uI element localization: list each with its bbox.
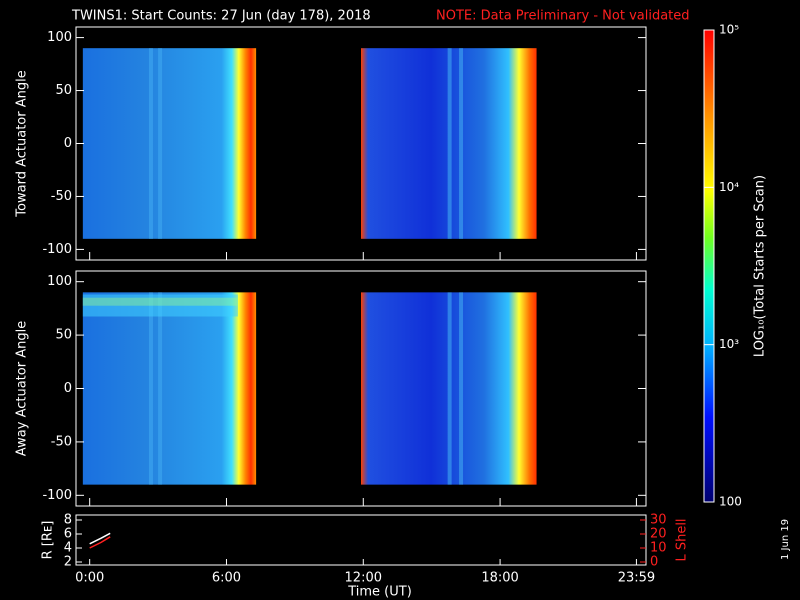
spectrogram-stripe xyxy=(158,48,163,239)
spectrogram-stripe xyxy=(459,292,464,485)
y-tick-label: 4 xyxy=(64,541,72,556)
colorbar xyxy=(703,29,715,503)
y-axis-label: R [Rᴇ] xyxy=(41,521,56,560)
x-tick-label: 23:59 xyxy=(618,571,655,586)
spectrogram-band xyxy=(82,294,238,317)
y-tick-label: 8 xyxy=(64,513,72,528)
spectrogram-block xyxy=(82,48,257,239)
date: 1 Jun 19 xyxy=(780,519,791,560)
colorbar-tick-label: 10⁵ xyxy=(719,23,739,37)
y2-tick-label: 30 xyxy=(650,513,667,528)
spectrogram-stripe xyxy=(158,292,163,485)
y-tick-label: -100 xyxy=(42,488,72,503)
y-tick-label: 50 xyxy=(55,83,72,98)
y2-tick-label: 0 xyxy=(650,555,658,570)
orbit-line xyxy=(89,536,111,549)
y-tick-label: 50 xyxy=(55,328,72,343)
panel-frame xyxy=(75,514,647,566)
y-tick-label: 100 xyxy=(47,274,72,289)
y-tick-label: -50 xyxy=(51,434,72,449)
colorbar-tick-label: 100 xyxy=(719,495,742,509)
x-tick-label: 6:00 xyxy=(212,571,241,586)
colorbar-tick-label: 10³ xyxy=(719,337,739,351)
y-tick-label: 100 xyxy=(47,30,72,45)
x-tick-label: 18:00 xyxy=(481,571,518,586)
colorbar-tick-label: 10⁴ xyxy=(719,180,739,194)
spectrogram-block xyxy=(82,292,257,485)
title: TWINS1: Start Counts: 27 Jun (day 178), … xyxy=(71,9,371,24)
y2-tick-label: 20 xyxy=(650,527,667,542)
y2-tick-label: 10 xyxy=(650,541,667,556)
spectrogram-stripe xyxy=(148,48,153,239)
x-tick-label: 12:00 xyxy=(345,571,382,586)
colorbar-label: LOG₁₀(Total Starts per Scan) xyxy=(753,175,768,357)
y-tick-label: -50 xyxy=(51,189,72,204)
spectrogram-stripe xyxy=(459,48,464,239)
orbit-line xyxy=(89,532,111,545)
y-tick-label: 6 xyxy=(64,527,72,542)
spectrogram-stripe xyxy=(148,292,153,485)
note: NOTE: Data Preliminary - Not validated xyxy=(436,9,690,24)
y2-axis-label: L Shell xyxy=(675,518,690,561)
y-axis-label: Away Actuator Angle xyxy=(15,321,30,456)
y-tick-label: 2 xyxy=(64,555,72,570)
y-axis-label: Toward Actuator Angle xyxy=(15,70,30,217)
x-axis-label: Time (UT) xyxy=(347,585,412,600)
y-tick-label: 0 xyxy=(64,381,72,396)
y-tick-label: -100 xyxy=(42,242,72,257)
x-tick-label: 0:00 xyxy=(75,571,104,586)
spectrogram-stripe xyxy=(447,292,452,485)
spectrogram-stripe xyxy=(447,48,452,239)
y-tick-label: 0 xyxy=(64,136,72,151)
spectrogram-band xyxy=(82,297,238,306)
